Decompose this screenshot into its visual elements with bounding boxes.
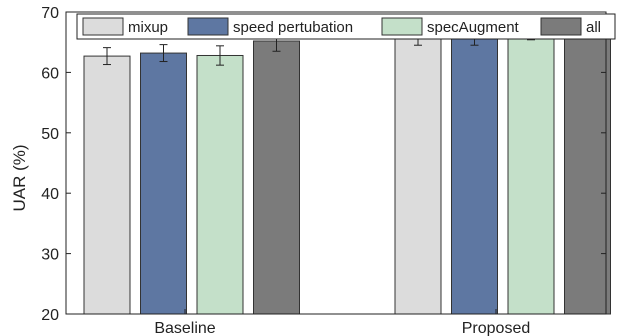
legend: mixup speed pertubation specAugment all [76,13,616,40]
y-tick-label: 70 [41,5,59,22]
bar-speed-pertubation-baseline [140,52,187,315]
axes-layer [65,11,607,315]
y-tick-label: 40 [41,186,59,203]
x-tick-label: Proposed [462,320,531,336]
legend-label: speed pertubation [233,19,353,36]
y-axis-label: UAR (%) [10,144,29,211]
legend-label: specAugment [427,19,520,36]
bar-all-baseline [253,40,300,315]
bar-speed-pertubation-proposed [451,35,498,315]
legend-swatch [187,17,229,36]
bar-specaugment-proposed [507,30,555,315]
bars-layer [83,22,611,315]
bar-specaugment-baseline [196,54,244,315]
error-bar [103,47,111,66]
y-tick-label: 60 [41,65,59,82]
y-ticks-layer: 20 30 40 50 60 70 [41,5,606,324]
y-tick-label: 30 [41,247,59,264]
legend-label: mixup [128,19,168,36]
plot-frame [65,11,607,315]
bar-all-proposed [564,22,611,315]
y-tick-label: 20 [41,307,59,324]
legend-swatch [540,17,582,36]
x-tick-label: Baseline [154,320,215,336]
legend-box [76,13,616,40]
x-categories-layer: Baseline Proposed [154,309,530,336]
error-bar [216,45,224,66]
legend-label: all [586,19,601,36]
legend-swatch [82,17,124,36]
legend-swatch [381,17,423,36]
y-tick-label: 50 [41,126,59,143]
error-bar [159,44,168,63]
bar-mixup-proposed [394,36,442,315]
bar-mixup-baseline [83,55,131,315]
